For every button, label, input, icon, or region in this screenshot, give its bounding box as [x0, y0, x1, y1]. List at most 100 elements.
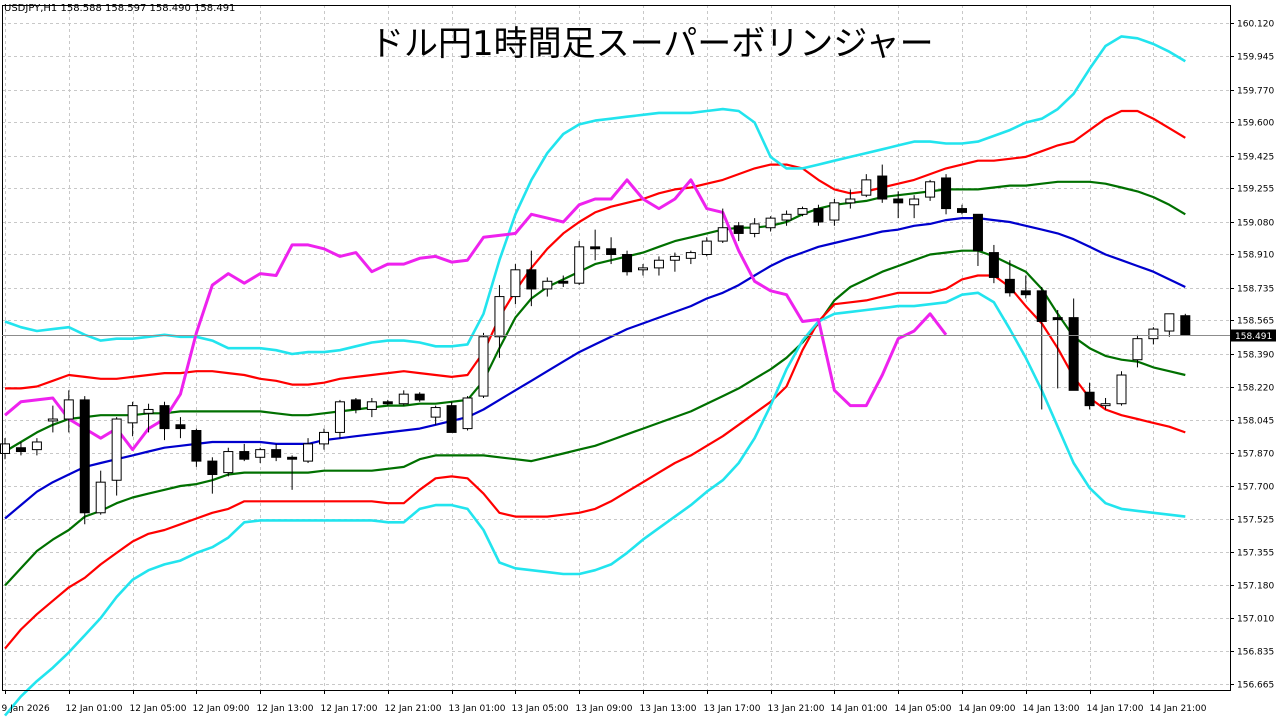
candle	[526, 250, 537, 307]
chart-title: ドル円1時間足スーパーボリンジャー	[370, 24, 934, 64]
candle	[893, 191, 904, 219]
candle	[574, 241, 585, 286]
candle	[797, 206, 808, 217]
candle-body-bull	[47, 418, 58, 422]
candle-body-bull	[255, 449, 266, 458]
candle	[1100, 397, 1111, 410]
candle-body-bear	[622, 253, 633, 273]
candle-body-bull	[63, 399, 74, 420]
candle	[1036, 287, 1047, 410]
y-tick-label: 157.010	[1237, 615, 1274, 625]
candle	[271, 443, 282, 462]
candle	[382, 399, 393, 406]
candle-body-bull	[1164, 313, 1175, 332]
band-mid	[4, 217, 1186, 520]
x-tick-label: 14 Jan 21:00	[1150, 704, 1207, 714]
candle	[925, 179, 936, 201]
candle-body-bull	[0, 443, 10, 454]
candle	[510, 264, 521, 305]
candle	[1084, 382, 1095, 410]
candle	[781, 210, 792, 226]
x-tick-label: 13 Jan 17:00	[704, 704, 761, 714]
candle-body-bear	[813, 208, 824, 223]
candle	[1132, 334, 1143, 368]
candle	[0, 438, 10, 460]
candle	[590, 229, 601, 261]
candle	[909, 195, 920, 219]
candle	[175, 417, 186, 439]
candle-body-bull	[717, 227, 728, 242]
candle-body-bull	[494, 296, 505, 338]
candle	[478, 332, 489, 398]
candle-body-bull	[685, 252, 696, 259]
y-tick-label: 159.770	[1237, 87, 1274, 97]
candle	[606, 237, 617, 265]
candle	[877, 164, 888, 203]
candle-body-bear	[1052, 317, 1063, 321]
candle-body-bear	[1180, 315, 1191, 336]
candle	[462, 396, 473, 431]
x-tick-label: 13 Jan 05:00	[512, 704, 569, 714]
candle-body-bear	[1004, 278, 1015, 294]
candle-body-bear	[159, 405, 170, 430]
candle-body-bear	[271, 449, 282, 458]
candle-body-bear	[733, 225, 744, 234]
candle	[861, 174, 872, 198]
candle-body-bear	[558, 280, 569, 284]
y-tick-label: 158.910	[1237, 251, 1274, 261]
candle-body-bear	[414, 393, 425, 401]
y-tick-label: 158.735	[1237, 285, 1274, 295]
candle	[941, 174, 952, 215]
candle-body-bull	[781, 213, 792, 221]
candle-body-bull	[111, 418, 122, 481]
x-tick-label: 13 Jan 01:00	[449, 704, 506, 714]
x-tick-label: 12 Jan 09:00	[193, 704, 250, 714]
candle	[398, 390, 409, 406]
candle	[127, 401, 138, 437]
candle	[972, 213, 983, 266]
x-tick-label: 12 Jan 01:00	[66, 704, 123, 714]
candle	[334, 399, 345, 439]
candle	[414, 392, 425, 402]
symbol-ohlc-header: USDJPY,H1 158.588 158.597 158.490 158.49…	[4, 3, 236, 14]
candle-body-bull	[223, 451, 234, 474]
candle	[717, 208, 728, 244]
candle-body-bull	[574, 246, 585, 284]
candle-body-bull	[398, 393, 409, 405]
candle	[63, 390, 74, 433]
candle	[303, 438, 314, 464]
y-tick-label: 158.045	[1237, 417, 1274, 427]
candle-body-bull	[669, 255, 680, 261]
candle-body-bear	[1068, 317, 1079, 391]
x-tick-label: 9 Jan 2026	[2, 704, 50, 714]
candle-body-bull	[829, 202, 840, 221]
candle-body-bear	[590, 246, 601, 250]
candle	[1068, 298, 1079, 391]
candle-body-bull	[701, 240, 712, 255]
y-tick-label: 159.600	[1237, 119, 1274, 129]
candle-body-bear	[606, 248, 617, 255]
candle-body-bull	[653, 259, 664, 269]
candle	[765, 216, 776, 232]
candle-body-bull	[861, 179, 872, 196]
candle-body-bull	[127, 405, 138, 424]
y-tick-label: 158.220	[1237, 384, 1274, 394]
y-tick-label: 158.565	[1237, 317, 1274, 327]
candle	[622, 250, 633, 276]
candle-body-bear	[1020, 290, 1031, 296]
candle	[95, 470, 106, 515]
candle-body-bull	[1100, 403, 1111, 407]
candle-body-bear	[446, 405, 457, 433]
candle	[47, 405, 58, 433]
candle	[319, 428, 329, 450]
band-upper3	[4, 35, 1186, 356]
candle-body-bull	[478, 336, 489, 397]
band-lower1	[4, 249, 1186, 587]
candle	[749, 218, 760, 238]
candle	[143, 403, 154, 433]
y-tick-label: 156.665	[1237, 681, 1274, 691]
candle	[350, 397, 361, 414]
y-tick-label: 157.700	[1237, 483, 1274, 493]
candle	[111, 417, 122, 496]
